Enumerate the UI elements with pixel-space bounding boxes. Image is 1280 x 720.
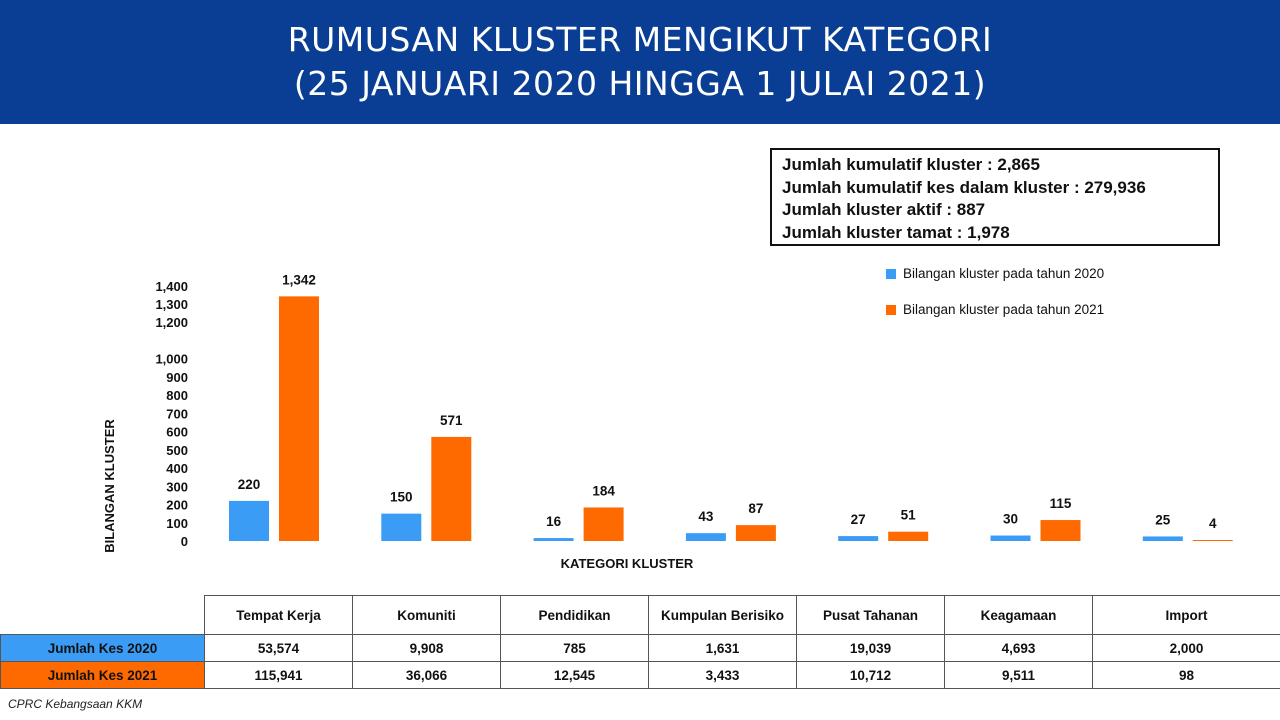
y-tick-label: 200 <box>166 498 188 513</box>
table-cell: 4,693 <box>944 634 1093 662</box>
table-cell: 785 <box>500 634 649 662</box>
bar-value-label: 184 <box>592 483 615 498</box>
bar-2021 <box>279 296 319 541</box>
y-axis-title: BILANGAN KLUSTER <box>102 419 117 553</box>
summary-cumulative-clusters: Jumlah kumulatif kluster : 2,865 <box>782 155 1040 174</box>
bar-value-label: 1,342 <box>282 272 316 287</box>
bar-2021 <box>583 507 624 541</box>
table-corner <box>0 595 205 635</box>
table-row: Jumlah Kes 2021 115,941 36,066 12,545 3,… <box>0 661 1280 689</box>
table-cell: 9,908 <box>352 634 501 662</box>
table-col-header: Komuniti <box>352 595 501 635</box>
bar-2021 <box>735 525 776 541</box>
table-cell: 10,712 <box>796 661 945 689</box>
y-tick-label: 1,300 <box>155 297 188 312</box>
bar-value-label: 571 <box>440 413 463 428</box>
bar-value-label: 16 <box>546 514 562 529</box>
bar-value-label: 25 <box>1155 512 1171 527</box>
table-cell: 115,941 <box>204 661 353 689</box>
table-cell: 2,000 <box>1092 634 1280 662</box>
table-col-header: Pendidikan <box>500 595 649 635</box>
table-cell: 98 <box>1092 661 1280 689</box>
title-banner: RUMUSAN KLUSTER MENGIKUT KATEGORI (25 JA… <box>0 0 1280 124</box>
row-label-2021: Jumlah Kes 2021 <box>0 661 205 689</box>
y-tick-label: 1,400 <box>155 279 188 294</box>
title-line-1: RUMUSAN KLUSTER MENGIKUT KATEGORI <box>287 20 993 59</box>
table-cell: 53,574 <box>204 634 353 662</box>
bar-labels: 220 150 16 43 27 30 25 1,342 571 184 87 51 115 4 <box>238 272 1217 531</box>
legend-swatch-2021 <box>886 305 896 315</box>
bar-2020 <box>990 535 1031 541</box>
table-header-row: Tempat Kerja Komuniti Pendidikan Kumpula… <box>0 595 1280 635</box>
summary-ended-clusters: Jumlah kluster tamat : 1,978 <box>782 222 1010 242</box>
table-col-header: Tempat Kerja <box>204 595 353 635</box>
bar-value-label: 115 <box>1050 496 1072 511</box>
bar-2021 <box>1040 520 1081 541</box>
summary-box: Jumlah kumulatif kluster : 2,865 Jumlah … <box>770 148 1220 246</box>
y-tick-label: 500 <box>166 443 188 458</box>
y-tick-label: 600 <box>166 425 188 440</box>
table-col-header: Kumpulan Berisiko <box>648 595 797 635</box>
title-line-2: (25 JANUARI 2020 HINGGA 1 JULAI 2021) <box>293 64 987 103</box>
y-tick-label: 1,200 <box>155 315 188 330</box>
table-cell: 36,066 <box>352 661 501 689</box>
table-cell: 9,511 <box>944 661 1093 689</box>
y-axis-ticks: 0 100 200 300 400 500 600 700 800 900 1,000 1,200 1,… <box>155 279 188 549</box>
x-axis-title: KATEGORI KLUSTER <box>561 556 694 571</box>
bar-2021 <box>431 436 472 541</box>
bar-value-label: 30 <box>1003 512 1018 527</box>
legend-label-2020: Bilangan kluster pada tahun 2020 <box>903 266 1105 281</box>
bar-2021 <box>1192 540 1233 541</box>
bar-value-label: 220 <box>238 477 261 492</box>
summary-cumulative-cases: Jumlah kumulatif kes dalam kluster : 279… <box>782 177 1146 197</box>
summary-active-clusters: Jumlah kluster aktif : 887 <box>782 200 986 219</box>
bar-2020 <box>381 513 422 541</box>
legend-item-2021: Bilangan kluster pada tahun 2021 <box>886 302 1104 317</box>
table-col-header: Import <box>1092 595 1280 635</box>
y-tick-label: 300 <box>166 479 188 494</box>
row-label-2020: Jumlah Kes 2020 <box>0 634 205 662</box>
y-tick-label: 1,000 <box>155 352 188 367</box>
y-tick-label: 100 <box>166 516 188 531</box>
bar-2020 <box>838 536 879 541</box>
table-col-header: Pusat Tahanan <box>796 595 945 635</box>
legend-label-2021: Bilangan kluster pada tahun 2021 <box>903 302 1105 317</box>
table-cell: 12,545 <box>500 661 649 689</box>
bar-value-label: 4 <box>1209 516 1217 531</box>
bar-chart: 0 100 200 300 400 500 600 700 800 900 1,000 1,200 1,… <box>102 272 1233 571</box>
y-tick-label: 0 <box>181 534 188 549</box>
source-footnote: CPRC Kebangsaan KKM <box>8 697 143 711</box>
bar-2020 <box>229 500 269 541</box>
bar-value-label: 27 <box>851 512 866 527</box>
y-tick-label: 700 <box>166 406 188 421</box>
bar-2020 <box>533 538 574 541</box>
cases-table: Tempat Kerja Komuniti Pendidikan Kumpula… <box>0 595 1280 689</box>
bars <box>229 296 1233 541</box>
y-tick-label: 800 <box>166 388 188 403</box>
bar-value-label: 51 <box>901 508 917 523</box>
y-tick-label: 900 <box>166 370 188 385</box>
table-col-header: Keagamaan <box>944 595 1093 635</box>
table-cell: 1,631 <box>648 634 797 662</box>
bar-value-label: 43 <box>698 509 714 524</box>
table-cell: 3,433 <box>648 661 797 689</box>
table-cell: 19,039 <box>796 634 945 662</box>
bar-2021 <box>888 531 929 541</box>
y-tick-label: 400 <box>166 461 188 476</box>
bar-value-label: 87 <box>748 501 763 516</box>
table-row: Jumlah Kes 2020 53,574 9,908 785 1,631 1… <box>0 634 1280 662</box>
bar-value-label: 150 <box>390 490 413 505</box>
bar-2020 <box>1142 536 1183 541</box>
bar-2020 <box>685 533 726 541</box>
legend-item-2020: Bilangan kluster pada tahun 2020 <box>886 266 1104 281</box>
legend-swatch-2020 <box>886 269 896 279</box>
